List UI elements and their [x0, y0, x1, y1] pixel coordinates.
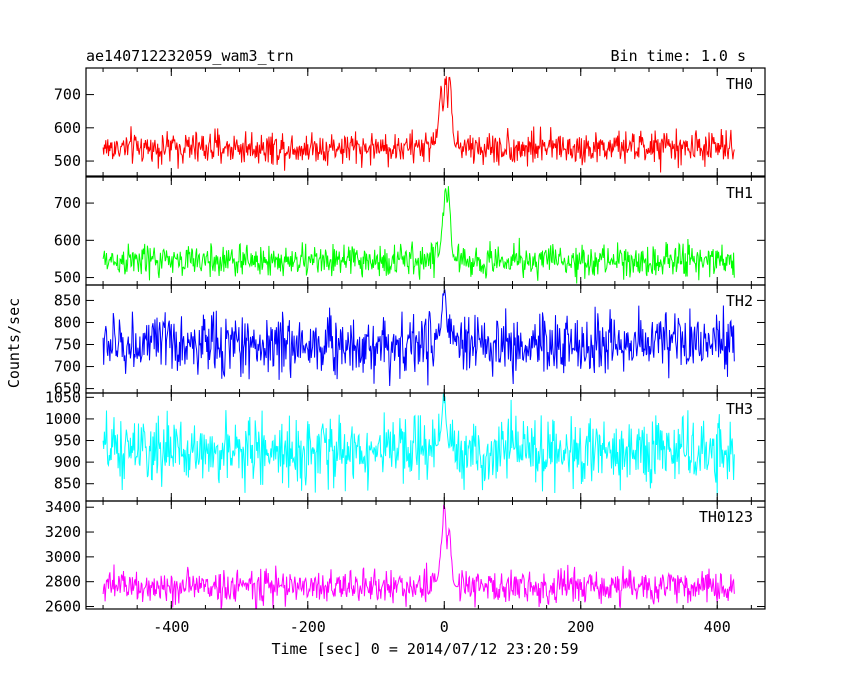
y-tick-label: 850 — [54, 291, 81, 309]
chart-title-left: ae140712232059_wam3_trn — [86, 47, 294, 65]
y-tick-label: 600 — [54, 119, 81, 137]
panel-label-th1: TH1 — [726, 184, 753, 202]
panel-label-th0123: TH0123 — [699, 508, 753, 526]
y-tick-label: 1050 — [45, 388, 81, 406]
series-th0123 — [102, 504, 735, 609]
chart-title-right: Bin time: 1.0 s — [611, 47, 746, 65]
y-tick-label: 3400 — [45, 498, 81, 516]
series-th3 — [102, 393, 735, 497]
x-tick-label: 0 — [440, 618, 449, 636]
y-tick-label: 700 — [54, 86, 81, 104]
y-tick-label: 900 — [54, 453, 81, 471]
y-tick-label: 3200 — [45, 523, 81, 541]
y-tick-label: 650 — [54, 380, 81, 398]
panels-group: 500 600 700 TH0 500 600 700 TH1 650 700 750 800 850 T… — [45, 67, 766, 616]
y-tick-label: 950 — [54, 432, 81, 450]
y-tick-label: 600 — [54, 231, 81, 249]
panel-th3: 850 900 950 1000 1050 TH3 — [45, 388, 766, 502]
panel-th0: 500 600 700 TH0 — [54, 67, 766, 177]
panel-frame — [85, 67, 766, 177]
y-tick-label: 750 — [54, 336, 81, 354]
panel-label-th2: TH2 — [726, 292, 753, 310]
y-tick-label: 500 — [54, 269, 81, 287]
y-tick-label: 700 — [54, 194, 81, 212]
y-tick-label: 700 — [54, 358, 81, 376]
panel-th1: 500 600 700 TH1 — [54, 176, 766, 287]
series-th2 — [102, 289, 735, 387]
y-axis-label: Counts/sec — [5, 298, 23, 388]
x-axis: -400 -200 0 200 400 — [153, 618, 731, 636]
x-axis-label: Time [sec] 0 = 2014/07/12 23:20:59 — [271, 640, 578, 658]
y-tick-label: 1000 — [45, 410, 81, 428]
series-th1 — [102, 186, 735, 284]
x-tick-label: -200 — [290, 618, 326, 636]
y-tick-label: 3000 — [45, 548, 81, 566]
panel-frame — [85, 500, 766, 610]
series-th0 — [102, 76, 735, 173]
y-tick-label: 850 — [54, 475, 81, 493]
x-tick-label: 400 — [704, 618, 731, 636]
panel-label-th0: TH0 — [726, 75, 753, 93]
x-tick-label: 200 — [567, 618, 594, 636]
y-tick-label: 500 — [54, 152, 81, 170]
panel-label-th3: TH3 — [726, 400, 753, 418]
y-tick-label: 800 — [54, 313, 81, 331]
y-tick-label: 2800 — [45, 573, 81, 591]
panel-th0123: 2600 2800 3000 3200 3400 TH0123 — [45, 498, 766, 616]
x-tick-label: -400 — [153, 618, 189, 636]
y-tick-label: 2600 — [45, 598, 81, 616]
panel-th2: 650 700 750 800 850 TH2 — [54, 284, 766, 398]
